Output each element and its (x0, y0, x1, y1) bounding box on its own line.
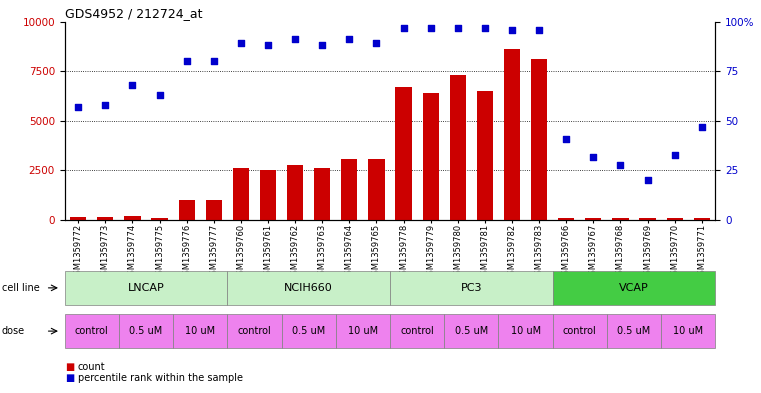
Text: NCIH660: NCIH660 (285, 283, 333, 293)
Bar (585, 218, 601, 220)
Point (696, 124, 708, 130)
Point (262, 42, 274, 49)
Bar (558, 218, 575, 220)
Point (452, 24, 464, 31)
Text: control: control (237, 326, 272, 336)
Point (72, 104, 84, 110)
Text: 0.5 uM: 0.5 uM (129, 326, 163, 336)
Bar (341, 158, 358, 220)
Point (126, 82, 139, 88)
Point (614, 162, 626, 168)
Point (289, 36, 301, 42)
Point (235, 40, 247, 47)
Bar (233, 169, 249, 220)
Point (506, 26, 518, 33)
Bar (205, 200, 222, 220)
Text: 0.5 uM: 0.5 uM (292, 326, 325, 336)
Bar (504, 50, 521, 220)
Bar (260, 171, 276, 220)
Bar (179, 200, 195, 220)
Point (154, 92, 166, 98)
Point (343, 36, 355, 42)
Text: 0.5 uM: 0.5 uM (455, 326, 488, 336)
Point (316, 42, 328, 49)
Text: control: control (400, 326, 434, 336)
Bar (368, 158, 384, 220)
Bar (613, 218, 629, 220)
Text: 0.5 uM: 0.5 uM (617, 326, 651, 336)
Point (533, 26, 545, 33)
Text: percentile rank within the sample: percentile rank within the sample (78, 373, 243, 383)
Text: 10 uM: 10 uM (673, 326, 703, 336)
Bar (639, 218, 656, 220)
Bar (151, 218, 167, 220)
Text: 10 uM: 10 uM (185, 326, 215, 336)
Point (371, 40, 383, 47)
Bar (287, 165, 303, 220)
Point (479, 24, 491, 31)
Bar (124, 216, 141, 220)
Text: control: control (563, 326, 597, 336)
Text: VCAP: VCAP (619, 283, 649, 293)
Bar (450, 75, 466, 220)
Point (587, 153, 600, 160)
Bar (531, 59, 547, 220)
Point (560, 136, 572, 142)
Bar (396, 87, 412, 220)
Point (208, 58, 220, 64)
Bar (667, 218, 683, 220)
Text: LNCAP: LNCAP (128, 283, 164, 293)
Text: count: count (78, 362, 105, 373)
Text: ■: ■ (65, 362, 74, 373)
Point (397, 24, 409, 31)
Text: cell line: cell line (2, 283, 40, 293)
Bar (97, 217, 113, 220)
Text: dose: dose (2, 326, 24, 336)
Text: 10 uM: 10 uM (348, 326, 378, 336)
Point (642, 177, 654, 184)
Text: 10 uM: 10 uM (511, 326, 540, 336)
Text: ■: ■ (65, 373, 74, 383)
Text: control: control (75, 326, 109, 336)
Text: GDS4952 / 212724_at: GDS4952 / 212724_at (65, 7, 202, 20)
Bar (694, 218, 710, 220)
Bar (422, 93, 439, 220)
Bar (314, 169, 330, 220)
Point (180, 58, 193, 64)
Bar (476, 91, 493, 220)
Point (669, 151, 681, 158)
Point (99, 102, 111, 108)
Bar (70, 217, 86, 220)
Text: PC3: PC3 (460, 283, 482, 293)
Point (425, 24, 437, 31)
